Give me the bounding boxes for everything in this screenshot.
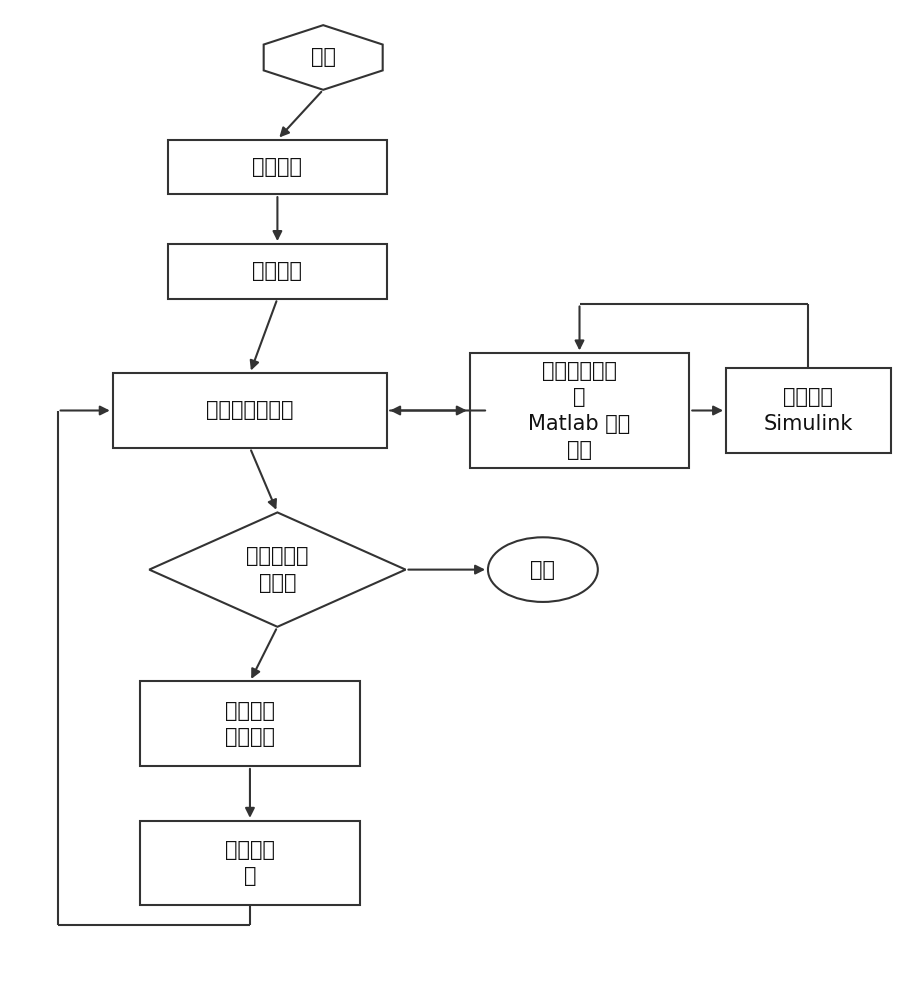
Text: 控制器执行机
构
Matlab 工作
空间: 控制器执行机 构 Matlab 工作 空间 <box>529 361 631 460</box>
Text: 产生新种
群: 产生新种 群 <box>225 840 275 886</box>
FancyBboxPatch shape <box>140 681 360 766</box>
Text: 开始: 开始 <box>310 47 335 67</box>
Text: 计算个体适应度: 计算个体适应度 <box>206 400 294 420</box>
Text: 选择、变
异、交叉: 选择、变 异、交叉 <box>225 701 275 747</box>
Text: 卫星本体
Simulink: 卫星本体 Simulink <box>764 387 853 434</box>
FancyBboxPatch shape <box>726 368 891 453</box>
Text: 初始种群: 初始种群 <box>252 261 302 281</box>
Text: 参数编码: 参数编码 <box>252 157 302 177</box>
Ellipse shape <box>488 537 598 602</box>
FancyBboxPatch shape <box>470 353 689 468</box>
Text: 是否满足终
止条件: 是否满足终 止条件 <box>246 546 309 593</box>
FancyBboxPatch shape <box>112 373 387 448</box>
FancyBboxPatch shape <box>140 821 360 905</box>
FancyBboxPatch shape <box>168 140 387 194</box>
FancyBboxPatch shape <box>168 244 387 299</box>
Text: 结束: 结束 <box>530 560 555 580</box>
Polygon shape <box>263 25 383 90</box>
Polygon shape <box>149 512 405 627</box>
